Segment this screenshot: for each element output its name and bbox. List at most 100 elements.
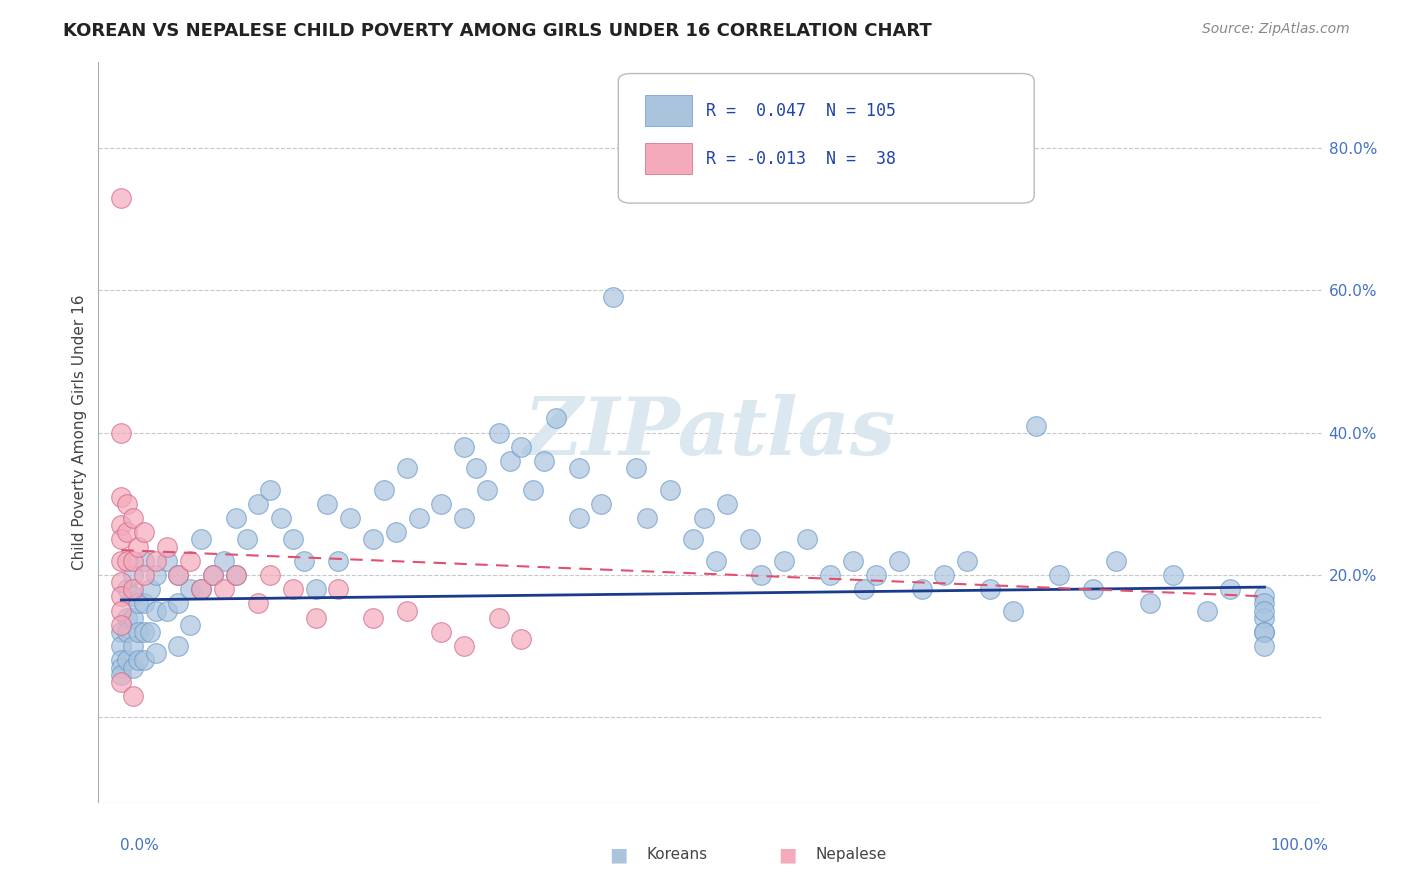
Point: [121, 590, 143, 604]
Point: [328, 582, 350, 597]
Point: [591, 497, 613, 511]
Point: [1105, 554, 1128, 568]
Text: ZIPatlas: ZIPatlas: [524, 394, 896, 471]
Point: [127, 653, 149, 667]
Point: [225, 568, 247, 582]
Point: [115, 582, 138, 597]
Point: [115, 610, 138, 624]
Point: [453, 639, 475, 653]
Point: [934, 568, 956, 582]
Text: Source: ZipAtlas.com: Source: ZipAtlas.com: [1202, 22, 1350, 37]
Point: [110, 674, 132, 689]
Point: [225, 511, 247, 525]
Point: [139, 582, 162, 597]
Point: [430, 497, 453, 511]
Point: [134, 525, 156, 540]
Point: [110, 490, 132, 504]
Point: [167, 568, 190, 582]
Point: [236, 533, 259, 547]
Point: [853, 582, 876, 597]
Point: [190, 533, 212, 547]
Point: [212, 554, 235, 568]
Text: Koreans: Koreans: [647, 847, 707, 862]
Point: [201, 568, 224, 582]
Text: Nepalese: Nepalese: [815, 847, 887, 862]
Point: [121, 660, 143, 674]
Point: [110, 518, 132, 533]
Point: [110, 604, 132, 618]
Point: [865, 568, 887, 582]
Point: [121, 554, 143, 568]
Point: [453, 440, 475, 454]
Point: [1001, 604, 1024, 618]
Point: [475, 483, 498, 497]
Point: [281, 582, 304, 597]
Point: [247, 597, 270, 611]
Point: [488, 610, 510, 624]
Point: [115, 525, 138, 540]
Point: [134, 653, 156, 667]
Point: [1253, 610, 1275, 624]
Point: [127, 624, 149, 639]
Point: [373, 483, 395, 497]
Point: [1161, 568, 1184, 582]
Point: [281, 533, 304, 547]
Point: [1253, 590, 1275, 604]
Point: [887, 554, 910, 568]
Point: [488, 425, 510, 440]
Point: [115, 653, 138, 667]
Point: [179, 554, 201, 568]
Point: [156, 604, 179, 618]
Point: [110, 624, 132, 639]
Point: [145, 568, 167, 582]
Point: [127, 597, 149, 611]
Point: [121, 610, 143, 624]
Point: [201, 568, 224, 582]
Point: [430, 624, 453, 639]
Point: [384, 525, 406, 540]
Point: [121, 639, 143, 653]
Point: [259, 568, 281, 582]
Point: [292, 554, 315, 568]
Point: [145, 554, 167, 568]
Point: [110, 617, 132, 632]
Point: [110, 575, 132, 590]
Point: [659, 483, 682, 497]
Point: [190, 582, 212, 597]
Point: [396, 604, 419, 618]
Point: [1047, 568, 1070, 582]
Point: [751, 568, 773, 582]
Point: [121, 568, 143, 582]
Point: [190, 582, 212, 597]
Point: [510, 440, 533, 454]
Point: [145, 646, 167, 660]
Point: [145, 604, 167, 618]
Point: [533, 454, 555, 468]
Point: [510, 632, 533, 646]
Point: [738, 533, 761, 547]
Point: [139, 624, 162, 639]
Point: [339, 511, 361, 525]
Point: [773, 554, 796, 568]
Point: [544, 411, 567, 425]
Point: [818, 568, 841, 582]
Point: [110, 425, 132, 440]
Point: [179, 617, 201, 632]
Point: [110, 533, 132, 547]
Point: [910, 582, 932, 597]
Y-axis label: Child Poverty Among Girls Under 16: Child Poverty Among Girls Under 16: [72, 295, 87, 570]
Point: [602, 290, 624, 304]
Point: [121, 582, 143, 597]
Point: [259, 483, 281, 497]
Point: [134, 624, 156, 639]
Point: [316, 497, 339, 511]
Point: [167, 568, 190, 582]
Text: R = -0.013  N =  38: R = -0.013 N = 38: [706, 150, 897, 168]
Point: [110, 554, 132, 568]
Point: [693, 511, 716, 525]
Point: [115, 624, 138, 639]
FancyBboxPatch shape: [645, 143, 692, 174]
Point: [567, 461, 589, 475]
Point: [1253, 597, 1275, 611]
Point: [225, 568, 247, 582]
